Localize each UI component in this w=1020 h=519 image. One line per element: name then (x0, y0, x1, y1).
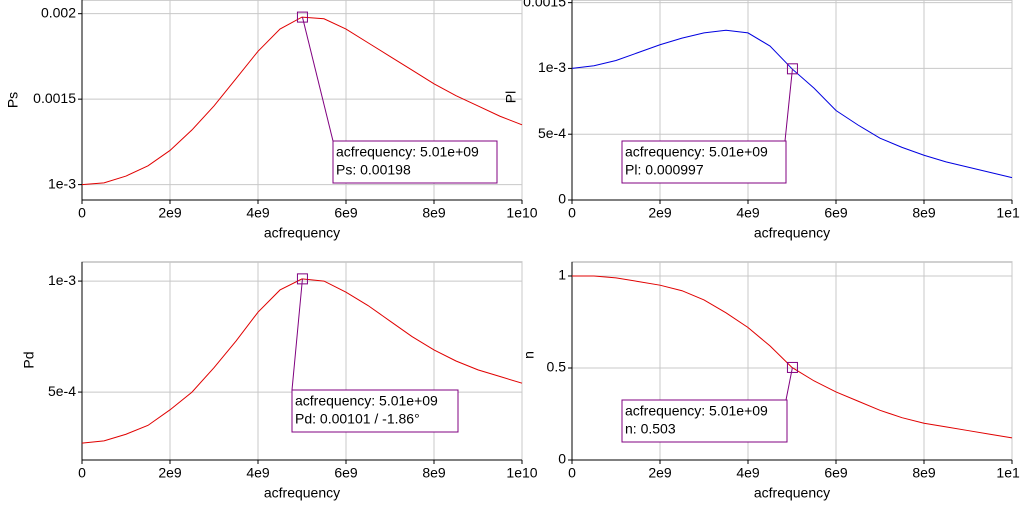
x-tick-label: 6e9 (824, 465, 848, 481)
annotation-text: acfrequency: 5.01e+09 (625, 403, 768, 419)
y-tick-label: 1e-3 (48, 175, 76, 191)
x-tick-label: 0 (78, 465, 86, 481)
annotation-text: acfrequency: 5.01e+09 (336, 144, 479, 160)
annotation-marker (786, 361, 798, 373)
y-tick-label: 1 (558, 267, 566, 283)
annotation-box (332, 140, 498, 184)
y-axis-label: Ps (5, 92, 21, 108)
x-axis-label: acfrequency (264, 485, 340, 501)
annotation-text: acfrequency: 5.01e+09 (625, 144, 768, 160)
y-axis-label: Pl (503, 91, 519, 103)
x-tick-label: 0 (568, 465, 576, 481)
y-tick-label: 0.0015 (523, 0, 566, 9)
x-tick-label: 8e9 (912, 465, 936, 481)
x-tick-label: 4e9 (246, 465, 270, 481)
y-tick-label: 0.5 (547, 359, 567, 375)
x-tick-label: 2e9 (158, 205, 182, 221)
x-tick-label: 2e9 (158, 465, 182, 481)
x-tick-label: 6e9 (334, 205, 358, 221)
y-tick-label: 0 (558, 451, 566, 467)
x-tick-label: 8e9 (422, 205, 446, 221)
y-axis-label: n (521, 351, 537, 359)
annotation-marker (296, 273, 308, 285)
annotation-marker (786, 63, 798, 75)
annotation-leader (784, 68, 793, 142)
x-tick-label: 1e10 (506, 465, 537, 481)
x-axis-label: acfrequency (754, 225, 830, 241)
annotation-text: n: 0.503 (625, 421, 676, 437)
y-tick-label: 5e-4 (538, 125, 566, 141)
y-tick-label: 0 (558, 191, 566, 207)
x-tick-label: 4e9 (736, 465, 760, 481)
annotation-box (621, 140, 787, 184)
x-tick-label: 4e9 (246, 205, 270, 221)
annotation-text: acfrequency: 5.01e+09 (295, 393, 438, 409)
data-line (81, 16, 523, 186)
x-tick-label: 8e9 (422, 465, 446, 481)
y-axis-label: Pd (21, 351, 37, 368)
y-tick-label: 5e-4 (48, 383, 76, 399)
y-tick-label: 0.002 (41, 4, 76, 20)
annotation-leader (301, 16, 334, 142)
x-tick-label: 1e10 (506, 205, 537, 221)
x-tick-label: 4e9 (736, 205, 760, 221)
y-tick-label: 1e-3 (48, 272, 76, 288)
x-axis-label: acfrequency (264, 225, 340, 241)
x-tick-label: 0 (78, 205, 86, 221)
x-axis-label: acfrequency (754, 485, 830, 501)
x-tick-label: 2e9 (648, 465, 672, 481)
x-tick-label: 1e10 (996, 205, 1020, 221)
annotation-box (621, 399, 788, 443)
y-tick-label: 0.0015 (33, 90, 76, 106)
x-tick-label: 6e9 (824, 205, 848, 221)
y-tick-label: 1e-3 (538, 59, 566, 75)
annotation-box (291, 389, 459, 433)
annotation-leader (291, 278, 303, 391)
x-tick-label: 0 (568, 205, 576, 221)
annotation-text: Pl: 0.000997 (625, 162, 704, 178)
x-tick-label: 6e9 (334, 465, 358, 481)
x-tick-label: 2e9 (648, 205, 672, 221)
annotation-text: Pd: 0.00101 / -1.86° (295, 411, 420, 427)
annotation-text: Ps: 0.00198 (336, 162, 411, 178)
x-tick-label: 1e10 (996, 465, 1020, 481)
x-tick-label: 8e9 (912, 205, 936, 221)
annotation-marker (296, 11, 308, 23)
